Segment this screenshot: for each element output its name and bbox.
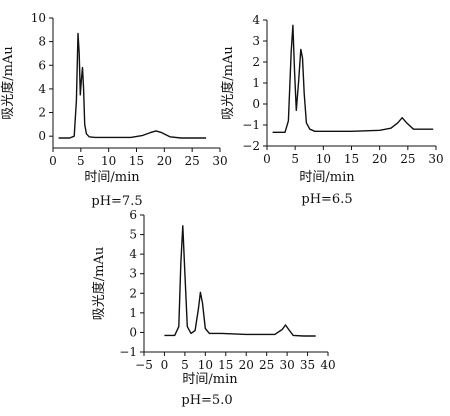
- x-tick-label: 5: [291, 152, 299, 166]
- x-tick-label: 35: [300, 358, 315, 372]
- chromatogram-line: [164, 225, 316, 337]
- x-tick-label: 30: [212, 154, 227, 168]
- x-tick-label: 0: [263, 152, 271, 166]
- x-tick-label: −5: [135, 358, 153, 372]
- y-tick-label: 2: [252, 55, 260, 69]
- chart-panel-2: −2 −1 0 1 2 3 4 0 5 10 15 20 25 30 吸光度/mAu 时间/min pH=6.5: [220, 13, 444, 207]
- y-tick-label: 1: [129, 306, 137, 320]
- x-axis-label: 时间/min: [182, 372, 238, 387]
- y-tick-label: −2: [242, 139, 260, 153]
- y-tick-label: 4: [38, 82, 46, 96]
- chart-panel-1: 0 2 4 6 8 10 0 5 10 15 20 25 30 吸光度/mAu 时间/min pH=7.5: [0, 11, 228, 209]
- x-tick-label: 40: [320, 358, 335, 372]
- chart-caption: pH=5.0: [181, 393, 232, 408]
- y-tick-label: 2: [38, 106, 46, 120]
- x-tick-label: 10: [316, 152, 331, 166]
- x-tick-label: 15: [344, 152, 359, 166]
- x-tick-label: 25: [400, 152, 415, 166]
- chromatogram-line: [272, 24, 434, 133]
- y-axis-label: 吸光度/mAu: [0, 46, 16, 119]
- y-tick-label: 2: [129, 286, 137, 300]
- y-tick-label: 3: [129, 267, 137, 281]
- y-tick-label: 4: [129, 247, 137, 261]
- x-axis-label: 时间/min: [84, 170, 140, 185]
- x-tick-label: 0: [161, 358, 169, 372]
- x-tick-label: 20: [372, 152, 387, 166]
- x-axis-label: 时间/min: [299, 170, 355, 185]
- x-tick-label: 30: [428, 152, 443, 166]
- x-tick-label: 5: [77, 154, 85, 168]
- x-tick-label: 0: [49, 154, 57, 168]
- y-tick-label: 0: [38, 129, 46, 143]
- x-tick-label: 20: [239, 358, 254, 372]
- x-tick-label: 30: [279, 358, 294, 372]
- y-tick-label: 1: [252, 76, 260, 90]
- y-tick-label: −1: [242, 118, 260, 132]
- x-tick-label: 25: [185, 154, 200, 168]
- y-tick-label: 10: [31, 11, 46, 25]
- x-tick-label: 15: [129, 154, 144, 168]
- y-tick-label: −1: [119, 345, 137, 359]
- x-tick-label: 15: [218, 358, 233, 372]
- y-tick-label: 0: [252, 97, 260, 111]
- y-tick-label: 6: [129, 208, 137, 222]
- y-tick-label: 4: [252, 13, 260, 27]
- y-axis-label: 吸光度/mAu: [91, 247, 107, 320]
- y-tick-label: 0: [129, 325, 137, 339]
- y-tick-label: 6: [38, 58, 46, 72]
- chart-caption: pH=7.5: [91, 194, 142, 209]
- y-axis-label: 吸光度/mAu: [220, 46, 236, 119]
- chromatogram-line: [58, 32, 207, 139]
- x-tick-label: 25: [259, 358, 274, 372]
- x-tick-label: 20: [157, 154, 172, 168]
- chart-caption: pH=6.5: [301, 192, 352, 207]
- x-tick-label: 10: [101, 154, 116, 168]
- y-tick-label: 5: [129, 228, 137, 242]
- y-tick-label: 3: [252, 34, 260, 48]
- y-tick-label: 8: [38, 35, 46, 49]
- x-tick-label: 10: [198, 358, 213, 372]
- x-tick-label: 5: [181, 358, 189, 372]
